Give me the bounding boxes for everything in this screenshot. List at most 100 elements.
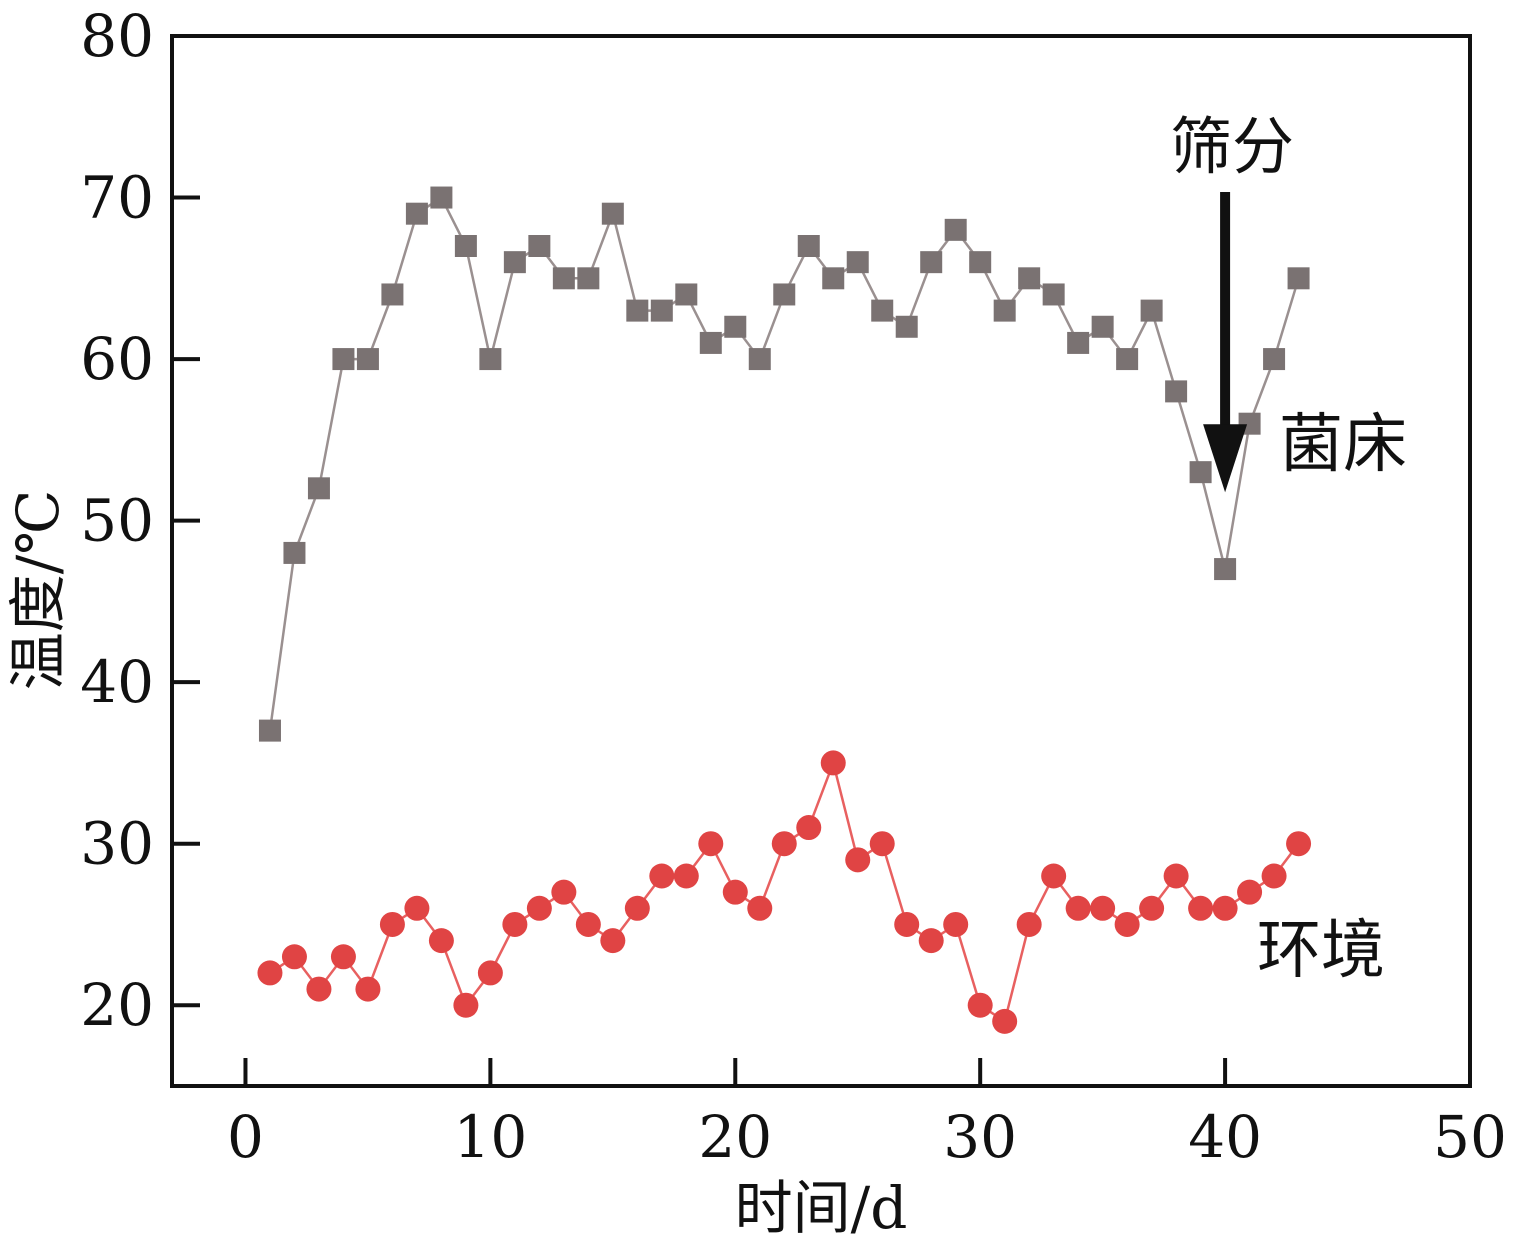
data-point-bed — [822, 267, 845, 290]
data-point-ambient — [1065, 895, 1091, 921]
data-point-ambient — [1139, 895, 1165, 921]
annotation-label: 筛分 — [1170, 110, 1294, 183]
x-tick-label: 40 — [1188, 1103, 1262, 1171]
series-label-ambient: 环境 — [1257, 914, 1385, 988]
data-point-bed — [356, 348, 379, 371]
data-point-bed — [1140, 299, 1163, 322]
data-point-ambient — [845, 847, 871, 873]
data-point-ambient — [379, 911, 405, 937]
data-point-bed — [920, 251, 943, 274]
y-tick-label: 60 — [80, 325, 154, 393]
data-point-bed — [528, 235, 551, 257]
data-point-ambient — [796, 815, 822, 841]
data-point-ambient — [992, 1008, 1018, 1034]
data-point-ambient — [1261, 863, 1287, 889]
data-point-ambient — [306, 976, 332, 1002]
data-point-bed — [1067, 331, 1090, 354]
data-point-ambient — [1212, 895, 1238, 921]
data-point-bed — [258, 719, 281, 742]
data-point-bed — [283, 541, 306, 564]
data-point-ambient — [526, 895, 552, 921]
data-point-ambient — [1114, 911, 1140, 937]
data-point-bed — [1018, 267, 1041, 290]
y-tick-label: 80 — [80, 2, 154, 70]
data-point-bed — [405, 202, 428, 225]
y-tick-label: 20 — [80, 971, 154, 1039]
data-point-bed — [1116, 348, 1139, 371]
data-point-bed — [1263, 348, 1286, 371]
data-point-ambient — [698, 831, 724, 857]
data-point-bed — [1165, 380, 1188, 403]
y-axis-ticks: 20 30 40 50 60 70 80 — [80, 2, 200, 1039]
data-point-ambient — [355, 976, 381, 1002]
data-point-bed — [773, 283, 796, 306]
data-point-ambient — [600, 928, 626, 954]
data-point-ambient — [502, 911, 528, 937]
x-tick-label: 20 — [698, 1103, 772, 1171]
data-point-ambient — [649, 863, 675, 889]
data-point-bed — [724, 315, 747, 338]
data-point-ambient — [1041, 863, 1067, 889]
data-point-ambient — [869, 831, 895, 857]
data-point-ambient — [1090, 895, 1116, 921]
data-point-ambient — [1286, 831, 1312, 857]
data-point-ambient — [330, 944, 356, 970]
data-point-bed — [552, 267, 575, 290]
y-axis-label: 温度/℃ — [4, 490, 72, 690]
data-point-ambient — [771, 831, 797, 857]
data-point-bed — [895, 315, 918, 338]
data-point-ambient — [894, 911, 920, 937]
data-point-ambient — [575, 911, 601, 937]
data-point-ambient — [820, 750, 846, 776]
data-point-ambient — [967, 992, 993, 1018]
data-point-bed — [797, 235, 820, 257]
data-point-bed — [969, 251, 992, 274]
data-point-bed — [993, 299, 1016, 322]
data-point-ambient — [257, 960, 283, 986]
x-axis-label: 时间/d — [735, 1174, 908, 1242]
data-point-ambient — [453, 992, 479, 1018]
data-point-bed — [381, 283, 404, 306]
data-point-ambient — [1163, 863, 1189, 889]
data-point-bed — [944, 218, 967, 241]
data-point-bed — [1042, 283, 1065, 306]
data-point-ambient — [477, 960, 503, 986]
data-point-ambient — [624, 895, 650, 921]
data-point-ambient — [1016, 911, 1042, 937]
data-point-bed — [601, 202, 624, 225]
data-point-bed — [1091, 315, 1114, 338]
data-point-ambient — [722, 879, 748, 905]
data-point-ambient — [747, 895, 773, 921]
data-point-ambient — [673, 863, 699, 889]
x-tick-label: 50 — [1433, 1103, 1507, 1171]
data-point-bed — [699, 331, 722, 354]
y-tick-label: 30 — [80, 810, 154, 878]
series-label-bed: 菌床 — [1279, 408, 1407, 482]
annotation-arrow-head — [1203, 424, 1248, 493]
data-point-ambient — [943, 911, 969, 937]
data-point-ambient — [404, 895, 430, 921]
y-tick-label: 70 — [80, 164, 154, 232]
data-point-bed — [1189, 461, 1212, 484]
data-point-bed — [503, 251, 526, 274]
data-point-ambient — [918, 928, 944, 954]
data-point-bed — [1287, 267, 1310, 290]
data-point-ambient — [281, 944, 307, 970]
data-point-bed — [430, 186, 453, 209]
data-point-ambient — [1188, 895, 1214, 921]
data-point-bed — [650, 299, 673, 322]
x-tick-label: 10 — [453, 1103, 527, 1171]
x-axis-ticks: 0 10 20 30 40 50 — [227, 1058, 1507, 1171]
data-point-bed — [626, 299, 649, 322]
data-point-bed — [332, 348, 355, 371]
x-tick-label: 0 — [227, 1103, 264, 1171]
data-point-bed — [748, 348, 771, 371]
data-point-bed — [675, 283, 698, 306]
y-tick-label: 50 — [80, 487, 154, 555]
data-point-ambient — [551, 879, 577, 905]
data-point-bed — [871, 299, 894, 322]
data-point-bed — [479, 348, 502, 371]
